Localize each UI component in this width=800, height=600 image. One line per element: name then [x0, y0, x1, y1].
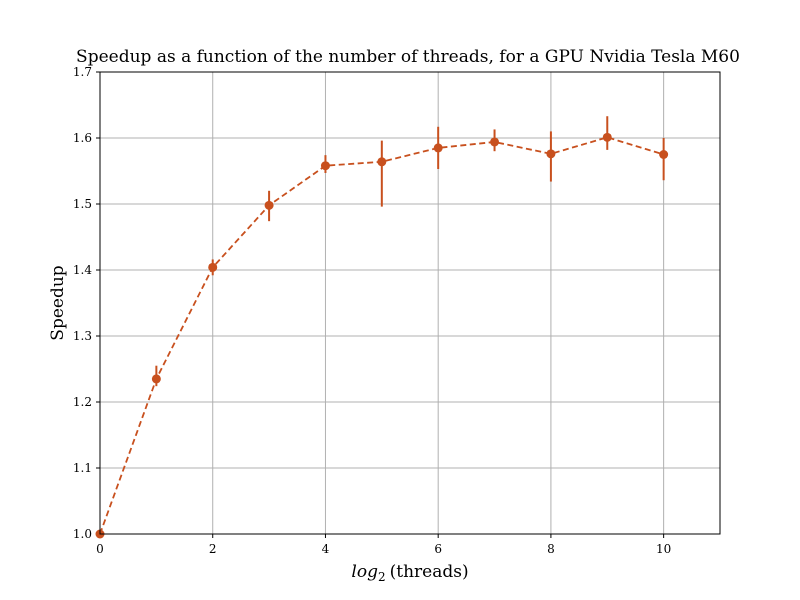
chart-title: Speedup as a function of the number of t… — [76, 47, 740, 67]
x-axis-label-prefix: log — [351, 562, 378, 582]
y-axis-label: Speedup — [48, 265, 68, 340]
y-tick-label: 1.5 — [73, 197, 92, 211]
data-point — [320, 161, 330, 171]
grid — [99, 71, 720, 535]
x-tick-label: 0 — [96, 542, 104, 556]
x-axis-label: log2 (threads) — [351, 562, 468, 584]
data-point — [602, 132, 612, 142]
x-axis-label-subscript: 2 — [378, 570, 386, 584]
data-point — [546, 149, 556, 159]
y-tick-label: 1.1 — [73, 461, 92, 475]
y-tick-label: 1.7 — [73, 65, 92, 79]
axis-ticks: 0 2 4 6 8 10 1.0 1.1 1.2 1.3 1.4 1.5 1.6 1.7 — [73, 65, 671, 556]
data-point — [490, 137, 500, 147]
data-series — [95, 116, 669, 539]
x-tick-label: 10 — [656, 542, 671, 556]
y-tick-label: 1.0 — [73, 527, 92, 541]
y-tick-label: 1.6 — [73, 131, 92, 145]
y-tick-label: 1.4 — [73, 263, 92, 277]
data-point — [377, 157, 387, 167]
x-tick-label: 8 — [547, 542, 555, 556]
data-point — [208, 262, 218, 272]
plot-frame — [99, 71, 721, 535]
data-point — [264, 200, 274, 210]
x-axis-label-suffix: (threads) — [390, 562, 469, 582]
data-point — [151, 374, 161, 384]
x-tick-label: 4 — [322, 542, 330, 556]
y-tick-label: 1.2 — [73, 395, 92, 409]
y-tick-label: 1.3 — [73, 329, 92, 343]
x-tick-label: 6 — [434, 542, 442, 556]
x-tick-label: 2 — [209, 542, 217, 556]
data-point — [433, 143, 443, 153]
data-point — [659, 150, 669, 159]
